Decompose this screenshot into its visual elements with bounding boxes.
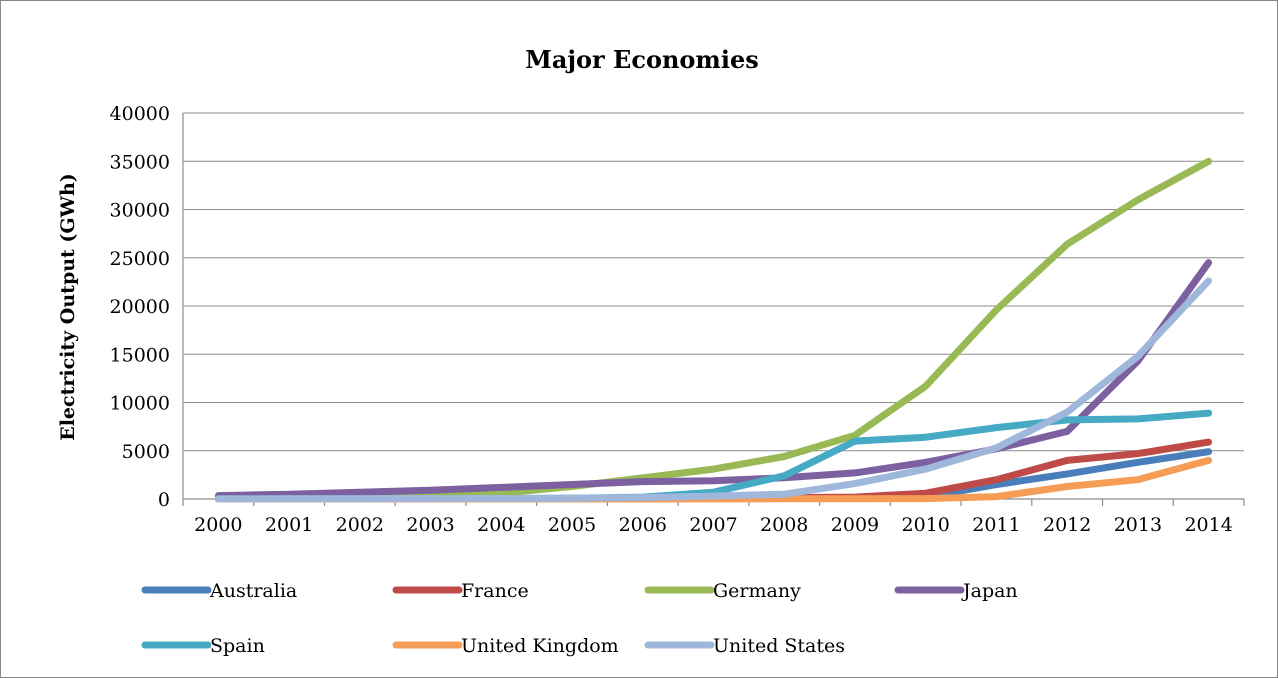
x-tick-label: 2009 [831,514,879,536]
legend: Australia France Germany Japan Spain United K… [141,580,1018,657]
x-tick-labels: 2000 2001 2002 2003 2004 2005 2006 2007 2008 2009… [194,514,1233,536]
legend-item: Germany [644,580,801,602]
chart-title: Major Economies [525,45,758,74]
y-axis-label: Electricity Output (GWh) [57,173,79,441]
series-line [214,157,1213,502]
legend-label: France [461,580,529,602]
series-line [214,259,1213,500]
legend-item: Japan [894,580,1018,602]
y-tick-label: 25000 [110,248,170,270]
x-tick-label: 2014 [1184,514,1232,536]
legend-item: Australia [141,580,297,602]
x-tick-label: 2006 [619,514,667,536]
legend-label: Japan [961,580,1018,602]
series-lines [214,157,1213,503]
x-tick-label: 2000 [194,514,242,536]
y-tick-label: 5000 [122,441,170,463]
x-tick-label: 2013 [1114,514,1162,536]
legend-item: France [392,580,529,602]
y-tick-label: 15000 [110,344,170,366]
y-tick-label: 0 [158,489,170,511]
x-tick-label: 2001 [265,514,313,536]
x-tick-label: 2004 [477,514,525,536]
series-line [214,277,1213,503]
x-tick-label: 2005 [548,514,596,536]
legend-label: United States [713,635,845,657]
legend-label: Australia [209,580,297,602]
y-tick-label: 40000 [110,103,170,125]
legend-item: United States [644,635,845,657]
x-tick-label: 2002 [336,514,384,536]
y-tick-labels: 0 5000 10000 15000 20000 25000 30000 35000 40000 [110,103,170,511]
grid-lines [182,112,1245,506]
y-tick-label: 35000 [110,151,170,173]
x-tick-label: 2010 [902,514,950,536]
legend-item: United Kingdom [392,635,619,657]
y-tick-label: 30000 [110,200,170,222]
legend-item: Spain [141,635,265,657]
legend-label: Spain [210,635,265,657]
x-tick-label: 2012 [1043,514,1091,536]
y-tick-label: 10000 [110,393,170,415]
x-tick-label: 2011 [972,514,1020,536]
x-tick-label: 2008 [760,514,808,536]
x-tick-label: 2003 [406,514,454,536]
legend-label: United Kingdom [461,635,619,657]
legend-label: Germany [713,580,801,602]
y-tick-label: 20000 [110,296,170,318]
x-tick-label: 2007 [689,514,737,536]
